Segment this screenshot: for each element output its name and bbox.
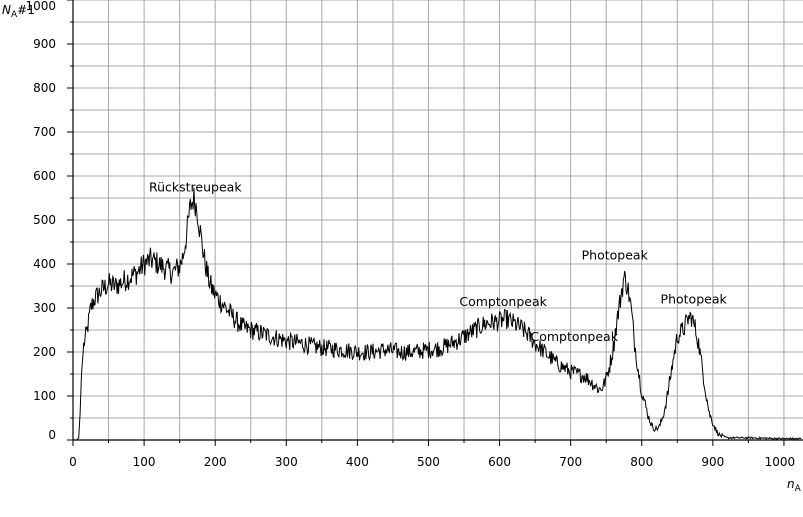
annotation-label: Comptonpeak bbox=[459, 294, 547, 309]
y-tick-label: 600 bbox=[33, 169, 56, 183]
y-tick-label: 1000 bbox=[25, 0, 56, 13]
x-tick-label: 600 bbox=[488, 455, 511, 469]
x-tick-label: 0 bbox=[69, 455, 77, 469]
x-tick-label: 200 bbox=[204, 455, 227, 469]
grid bbox=[72, 0, 803, 441]
annotation-label: Photopeak bbox=[582, 248, 649, 263]
y-tick-label: 200 bbox=[33, 345, 56, 359]
x-tick-labels: 0 100 200 300 400 500 600 700 800 900 1000 bbox=[69, 455, 795, 469]
x-axis-label: nA bbox=[787, 477, 802, 494]
y-tick-label: 500 bbox=[33, 213, 56, 227]
series-line bbox=[73, 187, 802, 441]
annotation-label: Comptonpeak bbox=[530, 329, 618, 344]
x-tick-label: 700 bbox=[559, 455, 582, 469]
annotation-label: Rückstreupeak bbox=[149, 179, 242, 194]
ticks bbox=[67, 0, 785, 446]
y-tick-labels: 0 100 200 300 400 500 600 700 800 900 1000 bbox=[25, 0, 56, 442]
x-tick-label: 300 bbox=[275, 455, 298, 469]
annotations: Rückstreupeak Comptonpeak Comptonpeak Photo… bbox=[149, 179, 728, 344]
x-tick-label: 800 bbox=[630, 455, 653, 469]
x-tick-label: 100 bbox=[133, 455, 156, 469]
y-axis-label: NA#1 bbox=[2, 3, 35, 20]
y-tick-label: 900 bbox=[33, 37, 56, 51]
y-tick-label: 700 bbox=[33, 125, 56, 139]
x-tick-label: 400 bbox=[346, 455, 369, 469]
x-tick-label: 500 bbox=[417, 455, 440, 469]
annotation-label: Photopeak bbox=[661, 292, 728, 307]
y-tick-label: 300 bbox=[33, 301, 56, 315]
series-lines bbox=[73, 187, 802, 441]
x-tick-label: 900 bbox=[701, 455, 724, 469]
y-tick-label: 100 bbox=[33, 389, 56, 403]
x-tick-label: 1000 bbox=[765, 455, 796, 469]
y-tick-label: 0 bbox=[48, 428, 56, 442]
y-tick-label: 400 bbox=[33, 257, 56, 271]
y-tick-label: 800 bbox=[33, 81, 56, 95]
